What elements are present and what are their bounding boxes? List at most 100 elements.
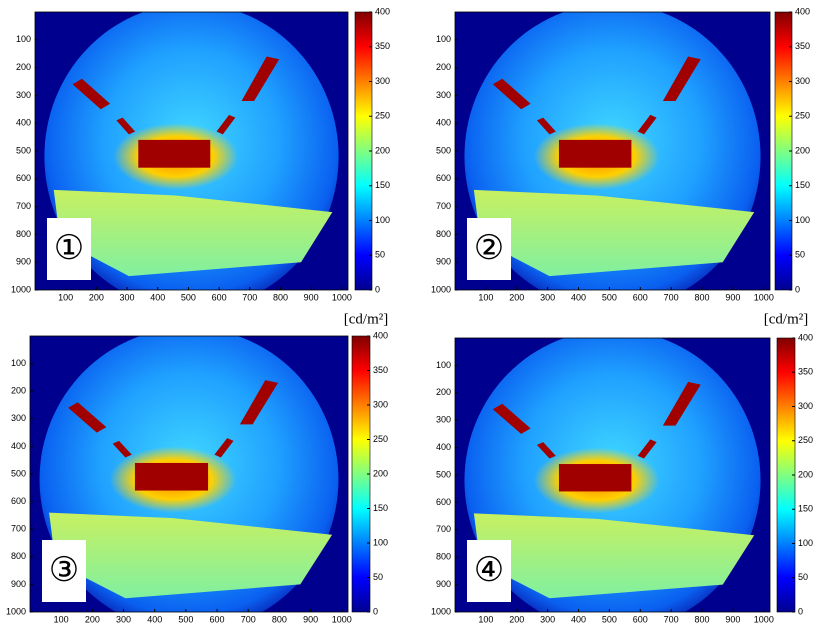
y-tick-label: 300 xyxy=(16,90,31,100)
ceiling-light xyxy=(637,439,657,459)
ceiling-light xyxy=(662,381,701,426)
colorbar-tick-label: 350 xyxy=(375,41,390,51)
floor xyxy=(53,189,333,277)
panel-label-box xyxy=(467,218,511,280)
y-tick-label: 1000 xyxy=(6,606,26,616)
x-tick-label: 100 xyxy=(54,614,69,624)
panel: 100 200 300 400 500 600 700 800 900 1000100200300… xyxy=(431,6,810,327)
colorbar-tick-label: 50 xyxy=(375,250,385,260)
y-tick-label: 300 xyxy=(436,90,451,100)
y-tick-label: 600 xyxy=(11,496,26,506)
colorbar-tick-label: 200 xyxy=(373,468,388,478)
colorbar-unit: [cd/m²] xyxy=(764,311,808,327)
y-tick-label: 700 xyxy=(16,201,31,211)
x-tick-label: 500 xyxy=(181,292,196,302)
floor xyxy=(473,189,755,277)
x-tick-label: 500 xyxy=(178,614,193,624)
y-tick-label: 700 xyxy=(436,201,451,211)
y-tick-label: 200 xyxy=(436,62,451,72)
x-tick-label: 300 xyxy=(540,292,555,302)
colorbar-tick-label: 0 xyxy=(795,284,800,294)
y-tick-label: 900 xyxy=(16,257,31,267)
colorbar-tick-label: 350 xyxy=(798,367,813,377)
panel-label: ① xyxy=(54,229,84,267)
y-tick-label: 900 xyxy=(436,257,451,267)
y-tick-label: 100 xyxy=(16,34,31,44)
colorbar-tick-label: 400 xyxy=(798,332,813,342)
y-tick-label: 100 xyxy=(436,34,451,44)
y-tick-label: 500 xyxy=(436,145,451,155)
x-tick-label: 600 xyxy=(212,292,227,302)
x-tick-label: 900 xyxy=(725,292,740,302)
y-tick-label: 400 xyxy=(436,442,451,452)
window-area xyxy=(134,462,209,491)
ceiling-light xyxy=(662,56,701,101)
ceiling-light xyxy=(492,403,531,434)
panel-label: ② xyxy=(474,229,504,267)
ceiling-light xyxy=(216,114,236,135)
colorbar-tick-label: 400 xyxy=(795,6,810,16)
colorbar-tick-label: 150 xyxy=(375,180,390,190)
luminance-image xyxy=(30,336,348,612)
y-tick-label: 400 xyxy=(16,118,31,128)
colorbar-tick-label: 250 xyxy=(373,434,388,444)
y-tick-label: 700 xyxy=(436,524,451,534)
colorbar-tick-label: 150 xyxy=(798,504,813,514)
window-area xyxy=(558,139,632,168)
x-tick-label: 800 xyxy=(695,614,710,624)
ceiling-light xyxy=(637,114,657,135)
colorbar-tick-label: 100 xyxy=(798,538,813,548)
x-tick-label: 600 xyxy=(210,614,225,624)
floor xyxy=(473,513,755,599)
panel-label-box xyxy=(47,218,91,280)
y-tick-label: 500 xyxy=(436,469,451,479)
x-tick-label: 400 xyxy=(571,292,586,302)
colorbar-tick-label: 0 xyxy=(375,284,380,294)
ceiling-light xyxy=(536,442,556,459)
x-tick-label: 200 xyxy=(509,614,524,624)
x-tick-label: 300 xyxy=(120,292,135,302)
x-tick-label: 500 xyxy=(602,292,617,302)
panel: 100 200 300 400 500 600 700 800 900 1000100200300… xyxy=(11,6,390,327)
x-tick-label: 1000 xyxy=(754,292,774,302)
x-tick-label: 100 xyxy=(58,292,73,302)
y-tick-label: 200 xyxy=(436,387,451,397)
ceiling-light xyxy=(112,440,132,458)
ceiling-light xyxy=(492,78,531,110)
ceiling-light xyxy=(536,117,556,135)
panel-label-box xyxy=(467,540,511,602)
ceiling-light xyxy=(241,56,280,101)
colorbar-tick-label: 300 xyxy=(373,399,388,409)
luminance-image xyxy=(455,338,770,612)
colorbar-tick-label: 400 xyxy=(373,330,388,340)
colorbar-tick-label: 200 xyxy=(795,145,810,155)
x-tick-label: 400 xyxy=(147,614,162,624)
colorbar-tick-label: 300 xyxy=(798,401,813,411)
colorbar-tick-label: 300 xyxy=(375,76,390,86)
y-tick-label: 300 xyxy=(11,413,26,423)
colorbar-tick-label: 200 xyxy=(798,469,813,479)
panel-label: ④ xyxy=(474,551,504,589)
colorbar-tick-label: 250 xyxy=(798,435,813,445)
colorbar-tick-label: 50 xyxy=(373,572,383,582)
colorbar-tick-label: 350 xyxy=(373,365,388,375)
y-tick-label: 800 xyxy=(436,229,451,239)
colorbar-tick-label: 0 xyxy=(373,606,378,616)
x-tick-label: 900 xyxy=(725,614,740,624)
x-tick-label: 900 xyxy=(303,614,318,624)
x-tick-label: 700 xyxy=(242,292,257,302)
y-tick-label: 900 xyxy=(436,579,451,589)
x-tick-label: 600 xyxy=(633,292,648,302)
y-tick-label: 100 xyxy=(436,360,451,370)
colorbar-tick-label: 50 xyxy=(798,572,808,582)
ceiling-light xyxy=(239,380,279,425)
y-tick-label: 800 xyxy=(11,551,26,561)
colorbar-tick-label: 250 xyxy=(375,111,390,121)
y-tick-label: 800 xyxy=(16,229,31,239)
x-tick-label: 800 xyxy=(273,292,288,302)
colorbar-tick-label: 250 xyxy=(795,111,810,121)
x-tick-label: 100 xyxy=(478,614,493,624)
colorbar-tick-label: 400 xyxy=(375,6,390,16)
colorbar-tick-label: 0 xyxy=(798,606,803,616)
